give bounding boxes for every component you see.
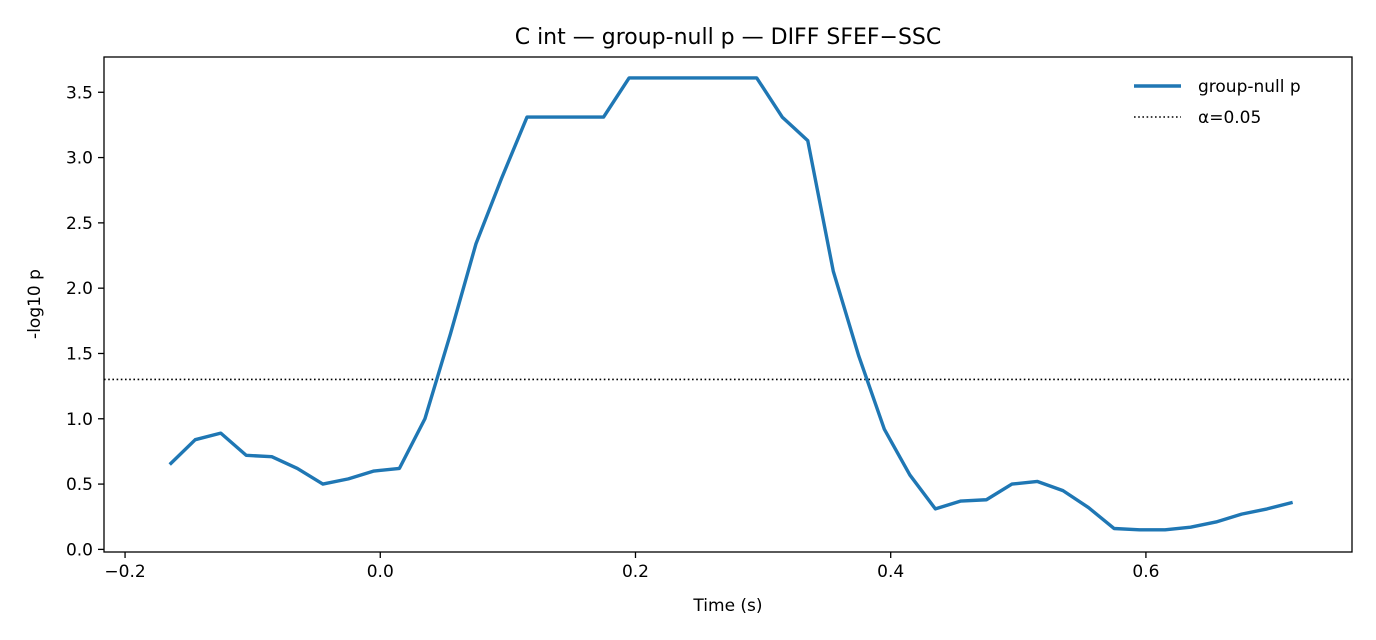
x-tick-label: −0.2 (104, 562, 145, 582)
x-axis: −0.2 0.0 0.2 0.4 0.6 (104, 552, 1159, 582)
x-axis-title: Time (s) (692, 596, 762, 616)
y-tick-label: 0.5 (66, 475, 93, 495)
plot-frame (103, 56, 1353, 553)
y-tick-label: 3.0 (66, 149, 93, 169)
legend-label-0: group-null p (1198, 77, 1301, 97)
x-tick-label: 0.2 (622, 562, 649, 582)
y-tick-label: 1.5 (66, 344, 93, 364)
y-tick-label: 3.5 (66, 83, 93, 103)
x-tick-label: 0.4 (877, 562, 904, 582)
x-tick-label: 0.0 (367, 562, 394, 582)
y-tick-label: 2.5 (66, 214, 93, 234)
y-tick-label: 1.0 (66, 410, 93, 430)
legend-label-1: α=0.05 (1198, 108, 1261, 128)
chart-title: C int — group-null p — DIFF SFEF−SSC (515, 25, 942, 50)
y-axis: 0.0 0.5 1.0 1.5 2.0 2.5 3.0 3.5 (66, 83, 104, 560)
x-tick-label: 0.6 (1132, 562, 1159, 582)
y-tick-label: 0.0 (66, 540, 93, 560)
legend: group-null p α=0.05 (1134, 77, 1301, 128)
series-line-0 (168, 76, 1294, 532)
y-axis-title: -log10 p (25, 269, 45, 339)
plot-area (104, 76, 1352, 532)
y-tick-label: 2.0 (66, 279, 93, 299)
